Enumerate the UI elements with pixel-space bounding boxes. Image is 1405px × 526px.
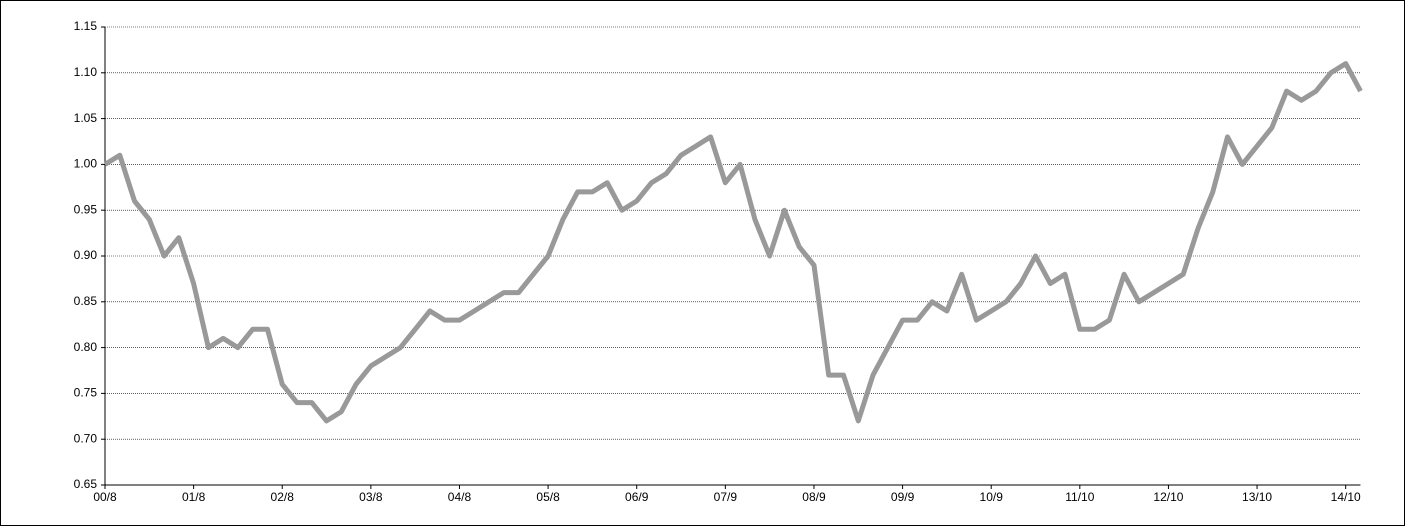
x-tick-label: 08/9 bbox=[802, 490, 826, 504]
x-tick-label: 03/8 bbox=[359, 490, 383, 504]
x-tick-label: 07/9 bbox=[714, 490, 738, 504]
y-tick-label: 0.70 bbox=[74, 431, 98, 445]
y-tick-label: 0.90 bbox=[74, 248, 98, 262]
y-tick-label: 1.10 bbox=[74, 65, 98, 79]
x-tick-label: 05/8 bbox=[536, 490, 560, 504]
x-tick-label: 13/10 bbox=[1242, 490, 1272, 504]
y-tick-label: 0.75 bbox=[74, 386, 98, 400]
x-tick-label: 04/8 bbox=[448, 490, 472, 504]
y-tick-label: 0.95 bbox=[74, 202, 98, 216]
x-tick-label: 10/9 bbox=[980, 490, 1004, 504]
x-tick-label: 00/8 bbox=[93, 490, 117, 504]
x-tick-label: 09/9 bbox=[891, 490, 915, 504]
y-tick-label: 1.00 bbox=[74, 157, 98, 171]
y-tick-label: 0.65 bbox=[74, 477, 98, 491]
x-tick-label: 12/10 bbox=[1153, 490, 1183, 504]
x-tick-label: 06/9 bbox=[625, 490, 649, 504]
y-tick-label: 0.85 bbox=[74, 294, 98, 308]
x-tick-label: 11/10 bbox=[1065, 490, 1094, 504]
y-tick-label: 1.15 bbox=[74, 19, 98, 33]
x-tick-label: 02/8 bbox=[271, 490, 295, 504]
y-tick-label: 1.05 bbox=[74, 111, 98, 125]
y-tick-label: 0.80 bbox=[74, 340, 98, 354]
x-tick-label: 01/8 bbox=[182, 490, 206, 504]
data-line bbox=[103, 61, 1363, 424]
x-tick-label: 14/10 bbox=[1331, 490, 1361, 504]
